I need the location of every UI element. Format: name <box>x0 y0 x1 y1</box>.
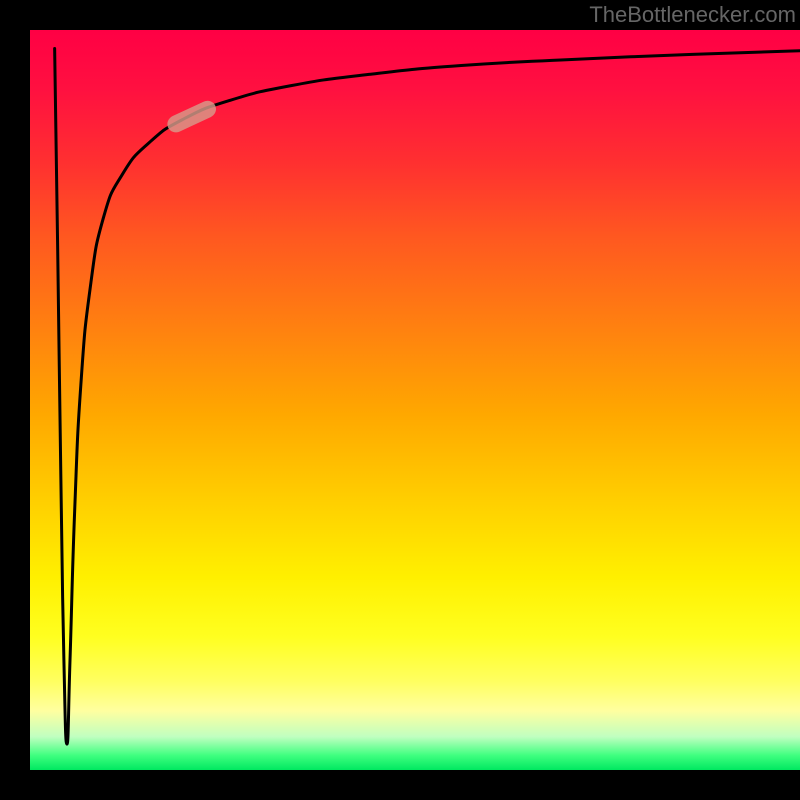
chart-container: TheBottlenecker.com <box>0 0 800 800</box>
gradient-background <box>30 30 800 770</box>
chart-svg <box>0 0 800 800</box>
watermark-text: TheBottlenecker.com <box>589 0 800 28</box>
